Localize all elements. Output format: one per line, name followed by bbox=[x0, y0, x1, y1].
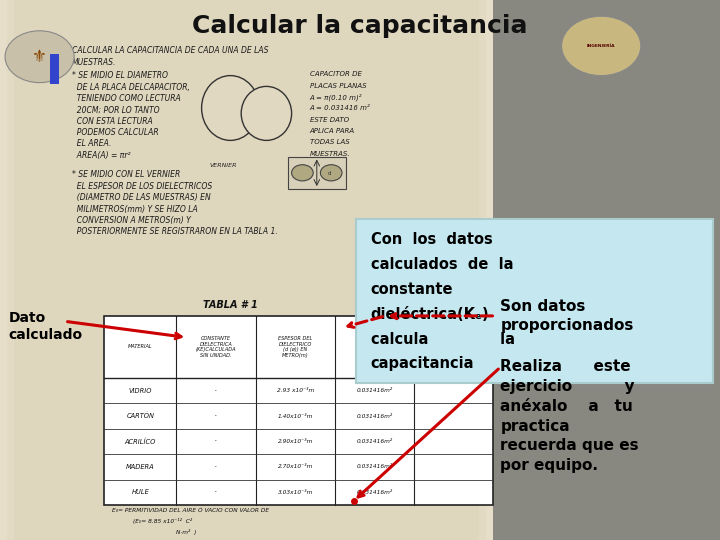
Text: calculados  de  la: calculados de la bbox=[371, 257, 513, 272]
Text: APLICA PARA: APLICA PARA bbox=[310, 128, 355, 134]
Text: A = 0.031416 m²: A = 0.031416 m² bbox=[310, 105, 370, 111]
Text: AREA(A) = πr²: AREA(A) = πr² bbox=[72, 151, 130, 160]
Text: TENIENDO COMO LECTURA: TENIENDO COMO LECTURA bbox=[72, 94, 181, 103]
Text: calcula              la: calcula la bbox=[371, 332, 515, 347]
Text: Calcular la capacitancia: Calcular la capacitancia bbox=[192, 14, 528, 37]
Text: ·: · bbox=[214, 487, 218, 497]
Text: constante: constante bbox=[371, 282, 454, 297]
Bar bbox=[0, 0, 493, 540]
Text: PODEMOS CALCULAR: PODEMOS CALCULAR bbox=[72, 128, 158, 137]
Text: N·m²  ): N·m² ) bbox=[176, 529, 197, 535]
Bar bbox=[0, 0, 493, 540]
Text: TODAS LAS: TODAS LAS bbox=[310, 139, 349, 145]
Text: 2.93 x10⁻³m: 2.93 x10⁻³m bbox=[276, 388, 314, 393]
Ellipse shape bbox=[241, 86, 292, 140]
Text: capacitancia: capacitancia bbox=[371, 356, 474, 372]
Text: EL AREA.: EL AREA. bbox=[72, 139, 112, 148]
Circle shape bbox=[5, 31, 74, 83]
Text: (DIAMETRO DE LAS MUESTRAS) EN: (DIAMETRO DE LAS MUESTRAS) EN bbox=[72, 193, 211, 202]
Text: CAPACITOR DE: CAPACITOR DE bbox=[310, 71, 361, 77]
Text: 0.031416m²: 0.031416m² bbox=[356, 439, 392, 444]
Text: dieléctrica(Kₑ): dieléctrica(Kₑ) bbox=[371, 307, 490, 322]
Text: 1.40x10⁻³m: 1.40x10⁻³m bbox=[277, 414, 313, 418]
Ellipse shape bbox=[202, 76, 259, 140]
Text: ·: · bbox=[214, 386, 218, 396]
Text: Son datos
proporcionados: Son datos proporcionados bbox=[500, 299, 634, 333]
Text: (E₀= 8.85 x10⁻¹²  C²: (E₀= 8.85 x10⁻¹² C² bbox=[133, 518, 192, 524]
Text: Dato
calculado: Dato calculado bbox=[9, 311, 83, 342]
Bar bbox=[493, 0, 720, 540]
Circle shape bbox=[562, 16, 641, 76]
Text: 2.70x10⁻³m: 2.70x10⁻³m bbox=[277, 464, 313, 469]
Text: EL ESPESOR DE LOS DIELECTRICOS: EL ESPESOR DE LOS DIELECTRICOS bbox=[72, 182, 212, 191]
Text: 2.90x10⁻³m: 2.90x10⁻³m bbox=[277, 439, 313, 444]
Circle shape bbox=[292, 165, 313, 181]
Text: MILIMETROS(mm) Y SE HIZO LA: MILIMETROS(mm) Y SE HIZO LA bbox=[72, 205, 198, 214]
Text: E₀= PERMITIVIDAD DEL AIRE Ó VACIO CON VALOR DE: E₀= PERMITIVIDAD DEL AIRE Ó VACIO CON VA… bbox=[112, 508, 269, 512]
Text: ESPESOR DEL
DIELECTRICO
(d (ø)) EN
METRO(m): ESPESOR DEL DIELECTRICO (d (ø)) EN METRO… bbox=[278, 336, 312, 358]
Text: INGENIERÍA: INGENIERÍA bbox=[587, 44, 616, 48]
Text: A = π(0.10 m)²: A = π(0.10 m)² bbox=[310, 94, 362, 102]
Text: ESTE DATO: ESTE DATO bbox=[310, 117, 348, 123]
Circle shape bbox=[320, 165, 342, 181]
Text: ·: · bbox=[214, 436, 218, 447]
Text: CON ESTA LECTURA: CON ESTA LECTURA bbox=[72, 117, 153, 126]
Text: d: d bbox=[328, 171, 331, 176]
Text: ⚜: ⚜ bbox=[32, 48, 47, 66]
Text: ·: · bbox=[214, 462, 218, 472]
Text: 0.031416m²: 0.031416m² bbox=[356, 464, 392, 469]
Text: POSTERIORMENTE SE REGISTRARON EN LA TABLA 1.: POSTERIORMENTE SE REGISTRARON EN LA TABL… bbox=[72, 227, 278, 237]
Text: MATERIAL: MATERIAL bbox=[128, 345, 153, 349]
Text: HULE: HULE bbox=[132, 489, 149, 495]
Text: CONSTANTE
DIELECTRICA
(KE)CALCULADA
SIN UNIDAD.: CONSTANTE DIELECTRICA (KE)CALCULADA SIN … bbox=[196, 336, 236, 358]
Bar bbox=[50, 54, 59, 84]
Text: ACRILÍCO: ACRILÍCO bbox=[125, 438, 156, 445]
Text: 20CM; POR LO TANTO: 20CM; POR LO TANTO bbox=[72, 105, 160, 114]
Bar bbox=[356, 219, 713, 383]
Text: VERNIER: VERNIER bbox=[210, 163, 237, 168]
Text: PLACAS PLANAS: PLACAS PLANAS bbox=[310, 83, 366, 89]
Text: ·: · bbox=[214, 411, 218, 421]
Text: CALCULO DE LA
CAPACITANCIA
C=Ke·E₀·A EN
FARAD(F)   d: CALCULO DE LA CAPACITANCIA C=Ke·E₀·A EN … bbox=[433, 336, 474, 358]
Text: CALCULAR LA CAPACITANCIA DE CADA UNA DE LAS: CALCULAR LA CAPACITANCIA DE CADA UNA DE … bbox=[72, 46, 269, 55]
Text: 3.03x10⁻³m: 3.03x10⁻³m bbox=[277, 490, 313, 495]
Text: VIDRIO: VIDRIO bbox=[129, 388, 152, 394]
Text: 0.031416m²: 0.031416m² bbox=[356, 388, 392, 393]
Text: TABLA # 1: TABLA # 1 bbox=[203, 300, 258, 310]
Bar bbox=[7, 0, 486, 540]
Text: CONVERSION A METROS(m) Y: CONVERSION A METROS(m) Y bbox=[72, 216, 191, 225]
Text: * SE MIDIO EL DIAMETRO: * SE MIDIO EL DIAMETRO bbox=[72, 71, 168, 80]
Bar bbox=[104, 316, 493, 505]
Text: MUESTRAS.: MUESTRAS. bbox=[310, 151, 350, 157]
Text: Con  los  datos: Con los datos bbox=[371, 232, 492, 247]
Text: 0.031416m²: 0.031416m² bbox=[356, 490, 392, 495]
Bar bbox=[288, 157, 346, 189]
Text: DE LA PLACA DELCAPACITOR,: DE LA PLACA DELCAPACITOR, bbox=[72, 83, 190, 92]
Text: MUESTRAS.: MUESTRAS. bbox=[72, 58, 117, 67]
Text: CARTÓN: CARTÓN bbox=[127, 413, 154, 420]
Text: AREA DEL
DIELECTRICO
A LO°°
EN m²: AREA DEL DIELECTRICO A LO°° EN m² bbox=[358, 336, 391, 358]
Bar bbox=[14, 0, 479, 540]
Text: 0.031416m²: 0.031416m² bbox=[356, 414, 392, 418]
Text: * SE MIDIO CON EL VERNIER: * SE MIDIO CON EL VERNIER bbox=[72, 170, 180, 179]
Text: MADERA: MADERA bbox=[126, 464, 155, 470]
Text: Realiza      este
ejercicio          y
anéxalo    a   tu
practica
recuerda que e: Realiza este ejercicio y anéxalo a tu pr… bbox=[500, 359, 639, 473]
